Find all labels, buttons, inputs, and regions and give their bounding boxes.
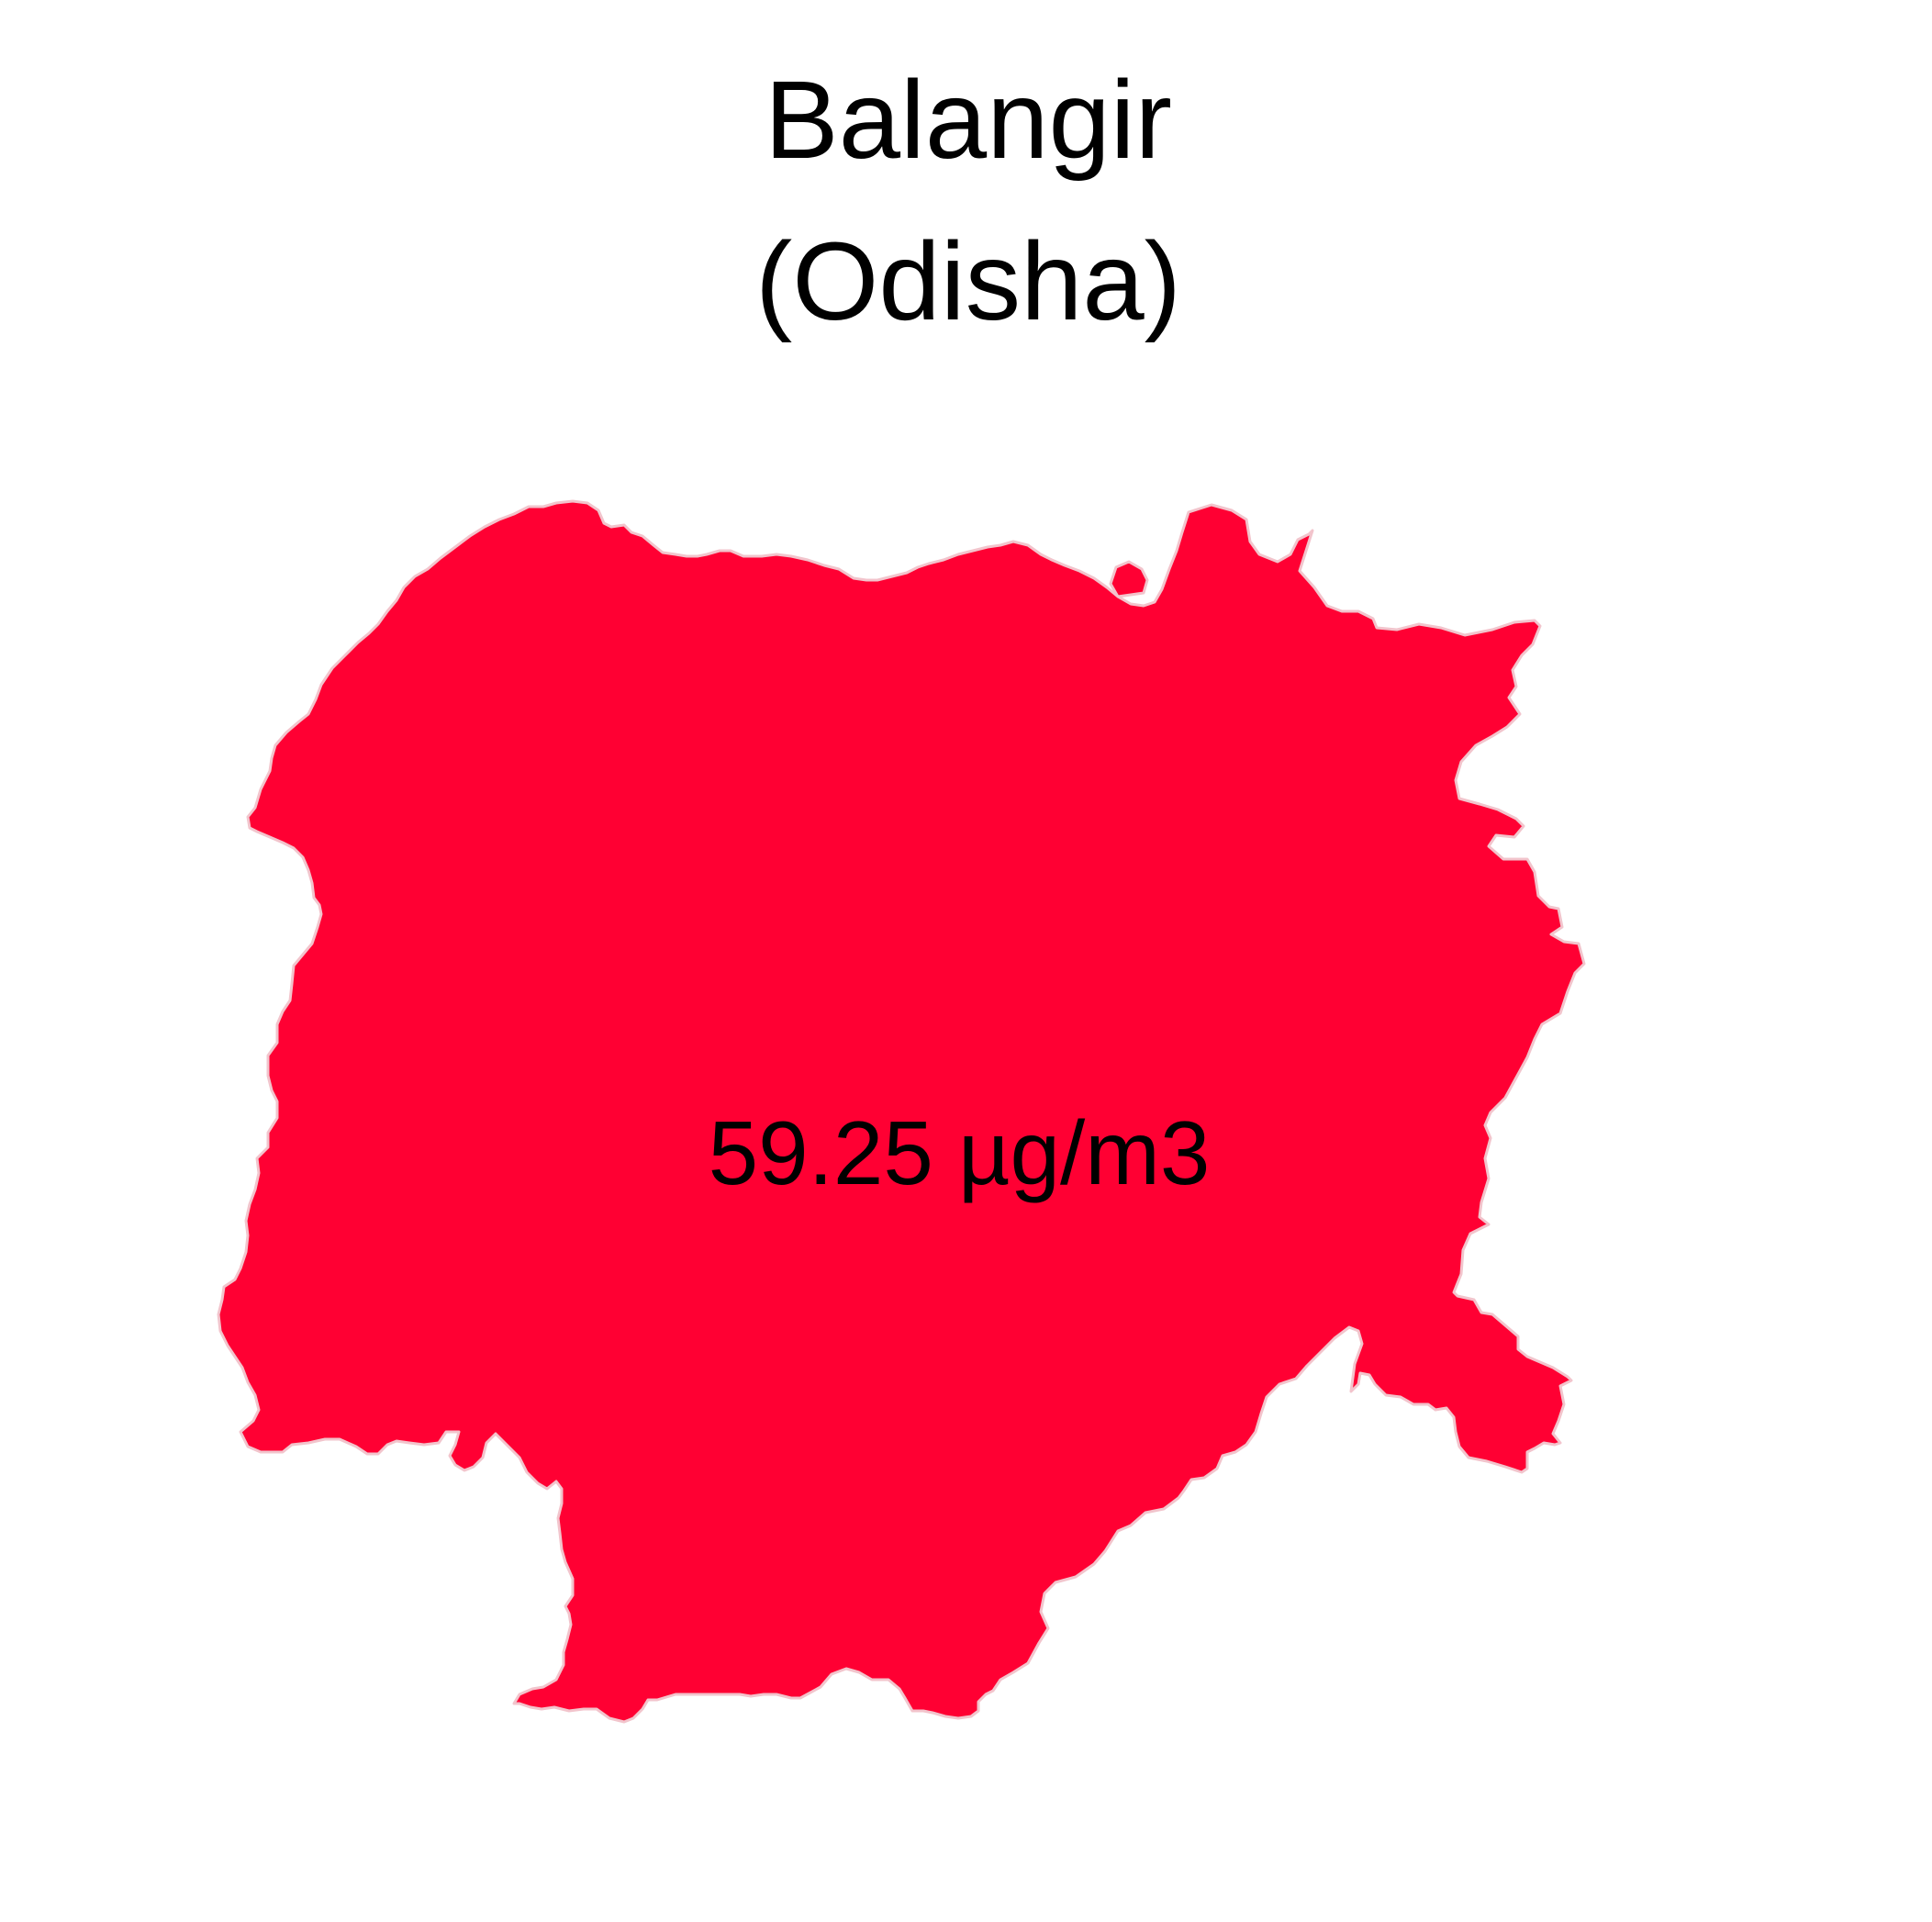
district-region-balangir — [217, 499, 1586, 1724]
region-value-label: 59.25 µg/m3 — [709, 1102, 1211, 1203]
map-title-line-1: Balangir — [765, 57, 1172, 182]
map-title-line-2: (Odisha) — [755, 218, 1181, 343]
